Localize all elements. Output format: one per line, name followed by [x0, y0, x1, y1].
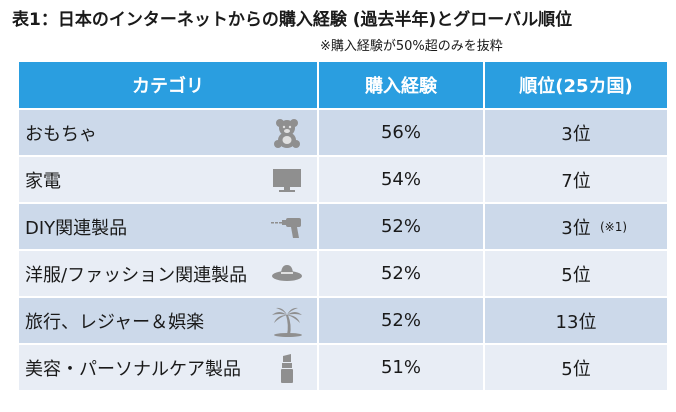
hat-icon: [272, 264, 302, 281]
header-category: カテゴリ: [19, 62, 319, 108]
rank-value: 13位: [555, 311, 597, 333]
purchase-value: 56%: [319, 110, 485, 155]
purchase-value: 52%: [319, 204, 485, 249]
rank-value: 5位: [561, 358, 591, 380]
monitor-icon: [273, 168, 301, 192]
category-label: 美容・パーソナルケア製品: [25, 358, 241, 380]
purchase-value: 52%: [319, 251, 485, 296]
page-title: 表1：日本のインターネットからの購入経験 (過去半年)とグローバル順位: [12, 10, 573, 30]
table-row: DIY関連製品 52% 3位 (※1): [19, 204, 667, 249]
drill-icon: [271, 217, 301, 238]
purchase-table: カテゴリ 購入経験 順位(25カ国) おもちゃ: [19, 60, 667, 392]
table-row: 美容・パーソナルケア製品 51% 5位: [19, 345, 667, 390]
rank-value: 3位: [561, 217, 591, 239]
category-label: 家電: [25, 170, 61, 192]
purchase-value: 52%: [319, 298, 485, 343]
category-label: 旅行、レジャー＆娯楽: [25, 311, 205, 333]
category-label: DIY関連製品: [25, 217, 128, 239]
palm-tree-icon: [272, 307, 302, 337]
purchase-value: 54%: [319, 157, 485, 202]
header-rank: 順位(25カ国): [485, 62, 667, 108]
rank-value: 3位: [561, 123, 591, 145]
rank-value: 5位: [561, 264, 591, 286]
teddy-bear-icon: [274, 118, 300, 148]
rank-footnote: (※1): [600, 220, 628, 234]
table-row: 家電 54% 7位: [19, 157, 667, 202]
rank-value: 7位: [561, 170, 591, 192]
table-header-row: カテゴリ 購入経験 順位(25カ国): [19, 62, 667, 108]
table-row: おもちゃ 56% 3位: [19, 110, 667, 155]
header-purchase: 購入経験: [319, 62, 485, 108]
lipstick-icon: [281, 353, 293, 383]
table-row: 洋服/ファッション関連製品 52% 5位: [19, 251, 667, 296]
subtitle-note: ※購入経験が50%超のみを抜粋: [320, 39, 503, 54]
category-label: 洋服/ファッション関連製品: [25, 264, 248, 286]
purchase-value: 51%: [319, 345, 485, 390]
category-label: おもちゃ: [25, 123, 97, 145]
table-row: 旅行、レジャー＆娯楽 52% 13位: [19, 298, 667, 343]
